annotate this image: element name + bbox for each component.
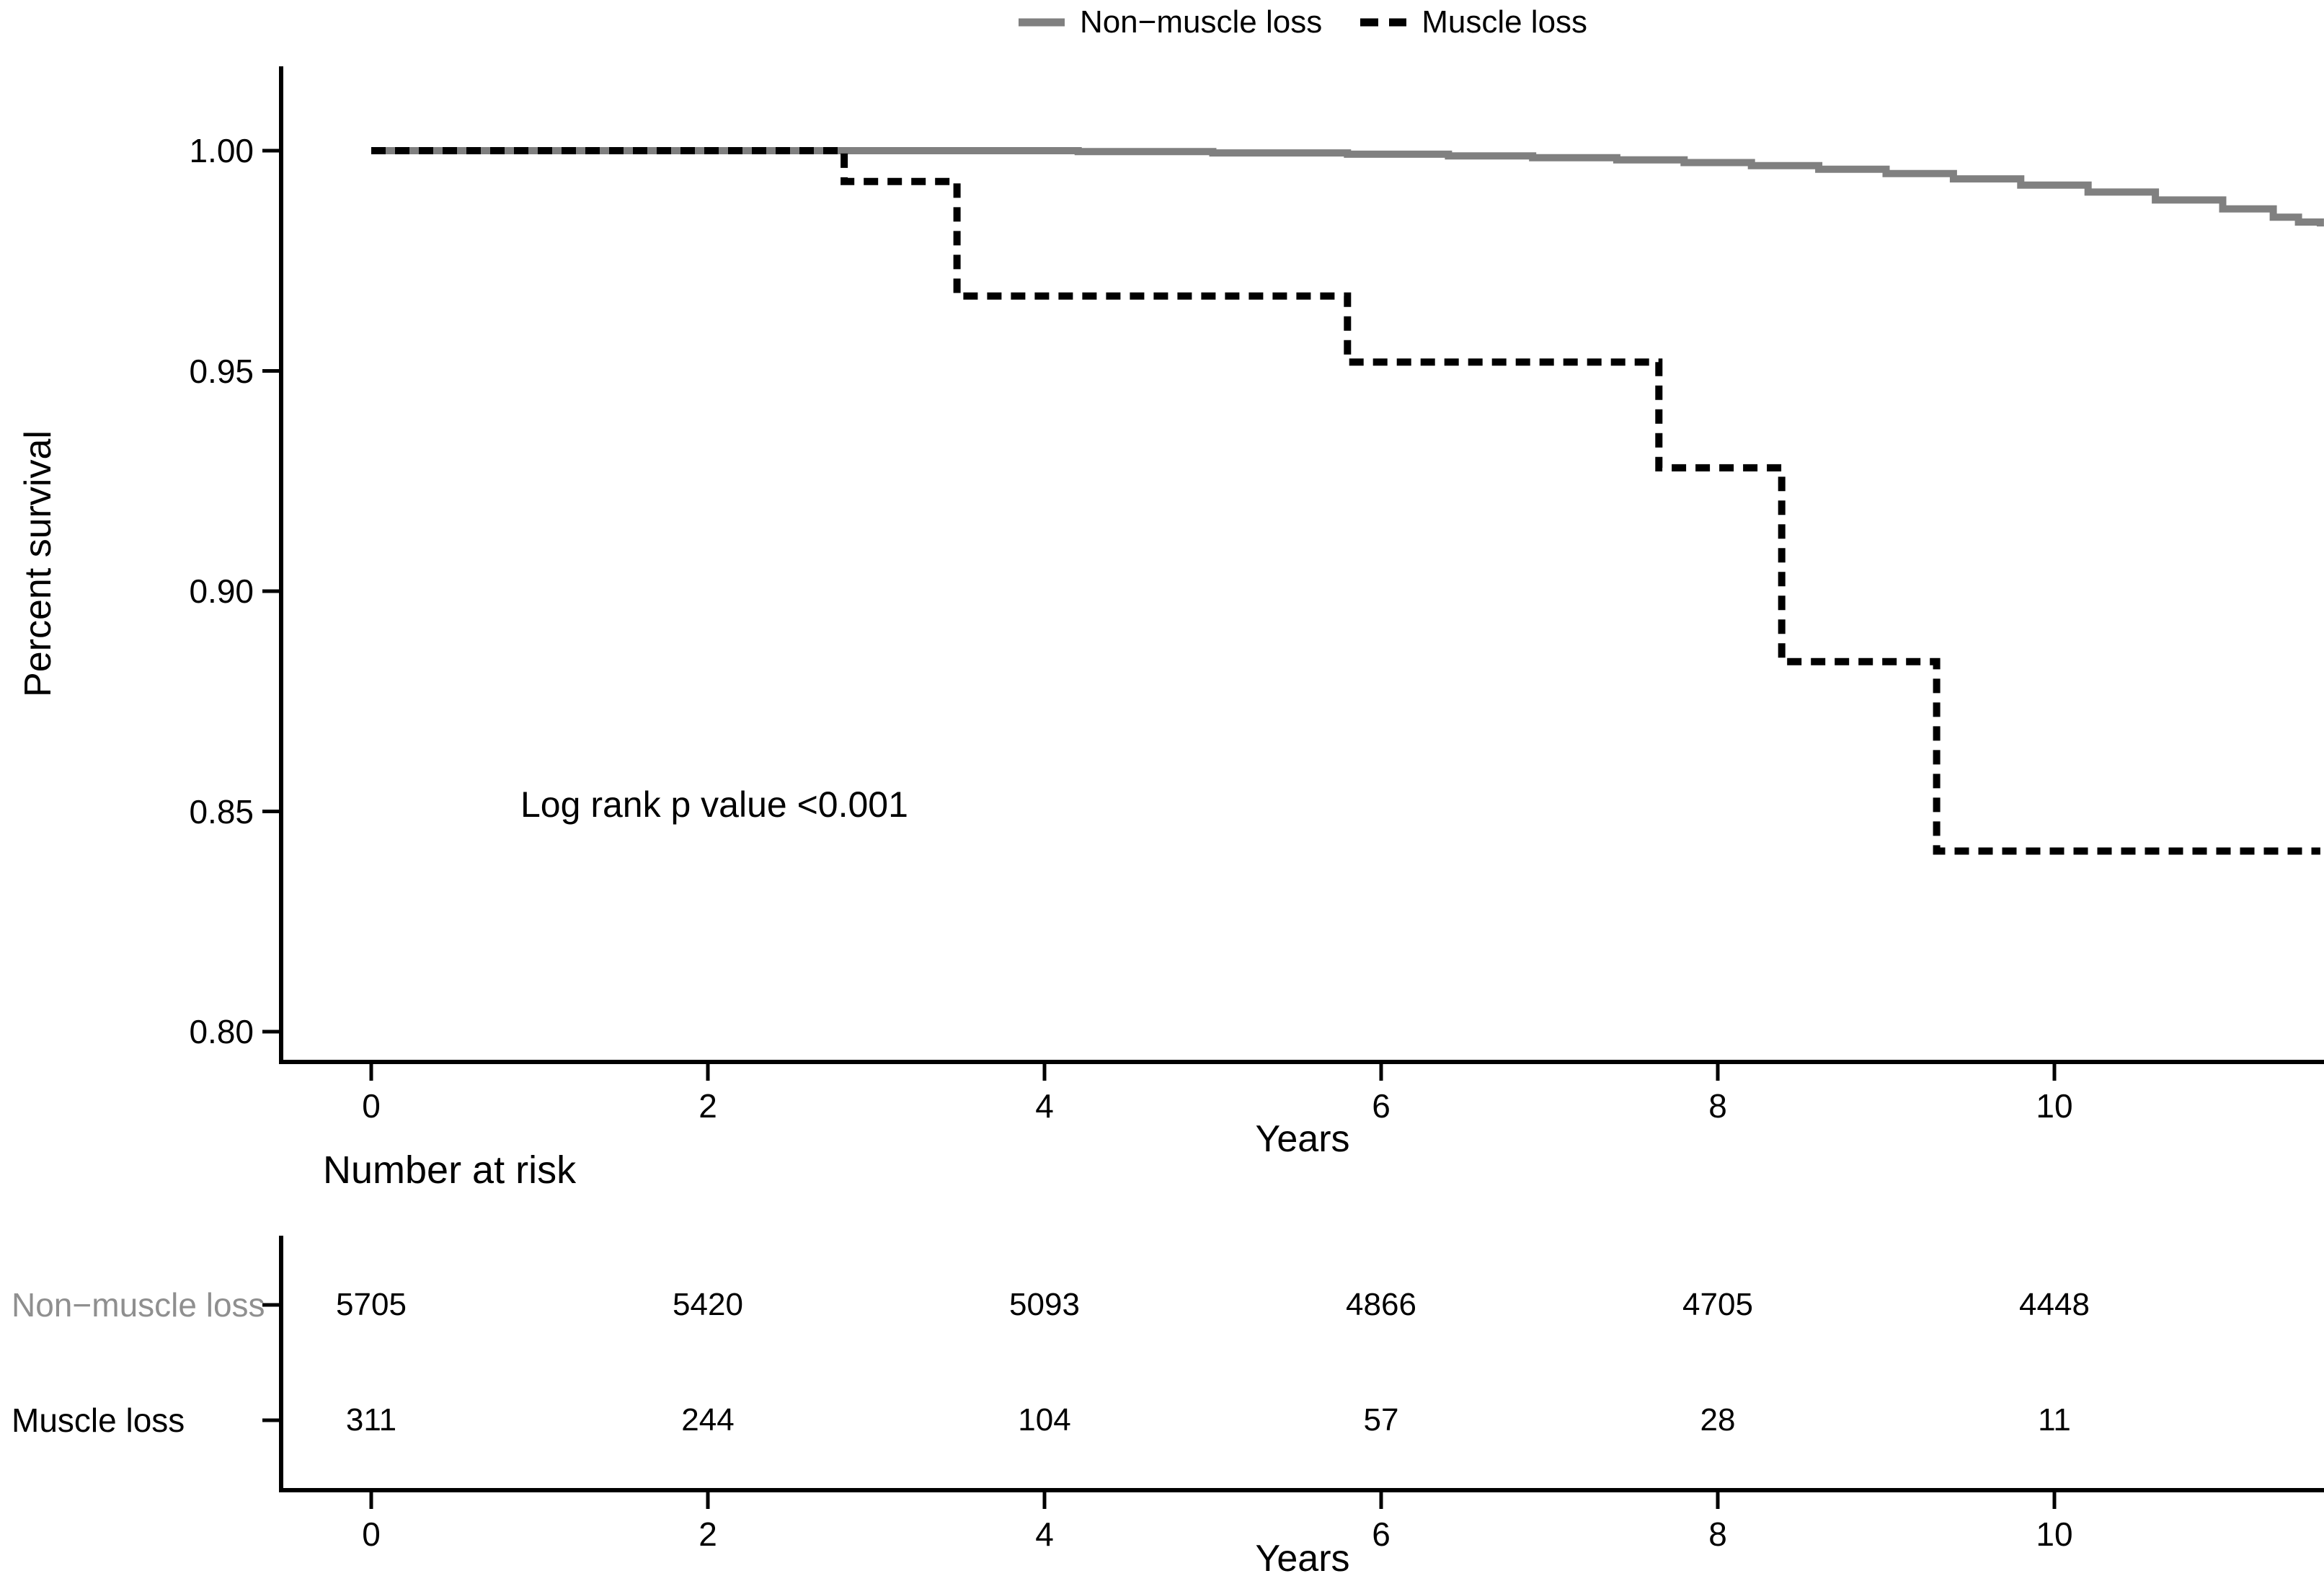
risk-row-label-non-muscle-loss: Non−muscle loss [12,1286,265,1324]
risk-value-row0-col3: 4866 [1346,1287,1416,1322]
risk-value-row0-col2: 5093 [1009,1287,1080,1322]
curve-muscle-loss [371,147,2320,855]
x-axis-title-main: Years [1255,1118,1350,1160]
legend-key-dashed-line [1360,18,1407,27]
x-tick-label-6: 6 [1372,1087,1391,1125]
risk-row-label-muscle-loss: Muscle loss [12,1402,185,1439]
curve-non-muscle-loss [371,147,2324,227]
risk-value-row1-col5: 11 [2038,1402,2071,1438]
y-tick-label-0.85: 0.85 [189,792,254,831]
x-tick-label-8: 8 [1708,1087,1727,1125]
legend-item-non-muscle-loss: Non−muscle loss [1018,4,1322,40]
log-rank-annotation: Log rank p value <0.001 [520,784,908,825]
table-x-tick-label-4: 4 [1035,1515,1054,1553]
x-tick-label-4: 4 [1035,1087,1054,1125]
y-tick-label-1.00: 1.00 [189,132,254,169]
legend-label-non-muscle-loss: Non−muscle loss [1079,4,1323,40]
risk-value-row0-col5: 4448 [2019,1287,2090,1322]
x-tick-label-2: 2 [698,1087,717,1125]
table-x-tick-label-0: 0 [362,1515,381,1553]
table-x-tick-label-6: 6 [1372,1515,1391,1553]
table-x-tick-label-8: 8 [1708,1515,1727,1553]
risk-value-row1-col1: 244 [681,1402,735,1438]
y-tick-label-0.90: 0.90 [189,572,254,610]
risk-value-row0-col0: 5705 [336,1287,407,1322]
risk-value-row0-col4: 4705 [1682,1287,1753,1322]
x-tick-label-0: 0 [362,1087,381,1125]
legend-label-muscle-loss: Muscle loss [1422,4,1588,40]
risk-value-row1-col4: 28 [1700,1402,1736,1438]
y-axis-title: Percent survival [17,430,60,697]
risk-table-title: Number at risk [323,1148,577,1192]
legend: Non−muscle loss Muscle loss [281,4,2324,40]
risk-value-row1-col0: 311 [345,1402,397,1438]
table-x-tick-label-10: 10 [2036,1515,2073,1553]
risk-value-row0-col1: 5420 [673,1287,743,1322]
risk-value-row1-col3: 57 [1363,1402,1399,1438]
x-tick-label-10: 10 [2036,1087,2073,1125]
risk-value-row1-col2: 104 [1018,1402,1071,1438]
x-axis-title-table: Years [1255,1538,1350,1580]
table-x-tick-label-2: 2 [698,1515,717,1553]
y-tick-label-0.80: 0.80 [189,1013,254,1050]
legend-key-solid-line [1018,18,1065,27]
y-tick-label-0.95: 0.95 [189,352,254,390]
legend-item-muscle-loss: Muscle loss [1360,4,1587,40]
